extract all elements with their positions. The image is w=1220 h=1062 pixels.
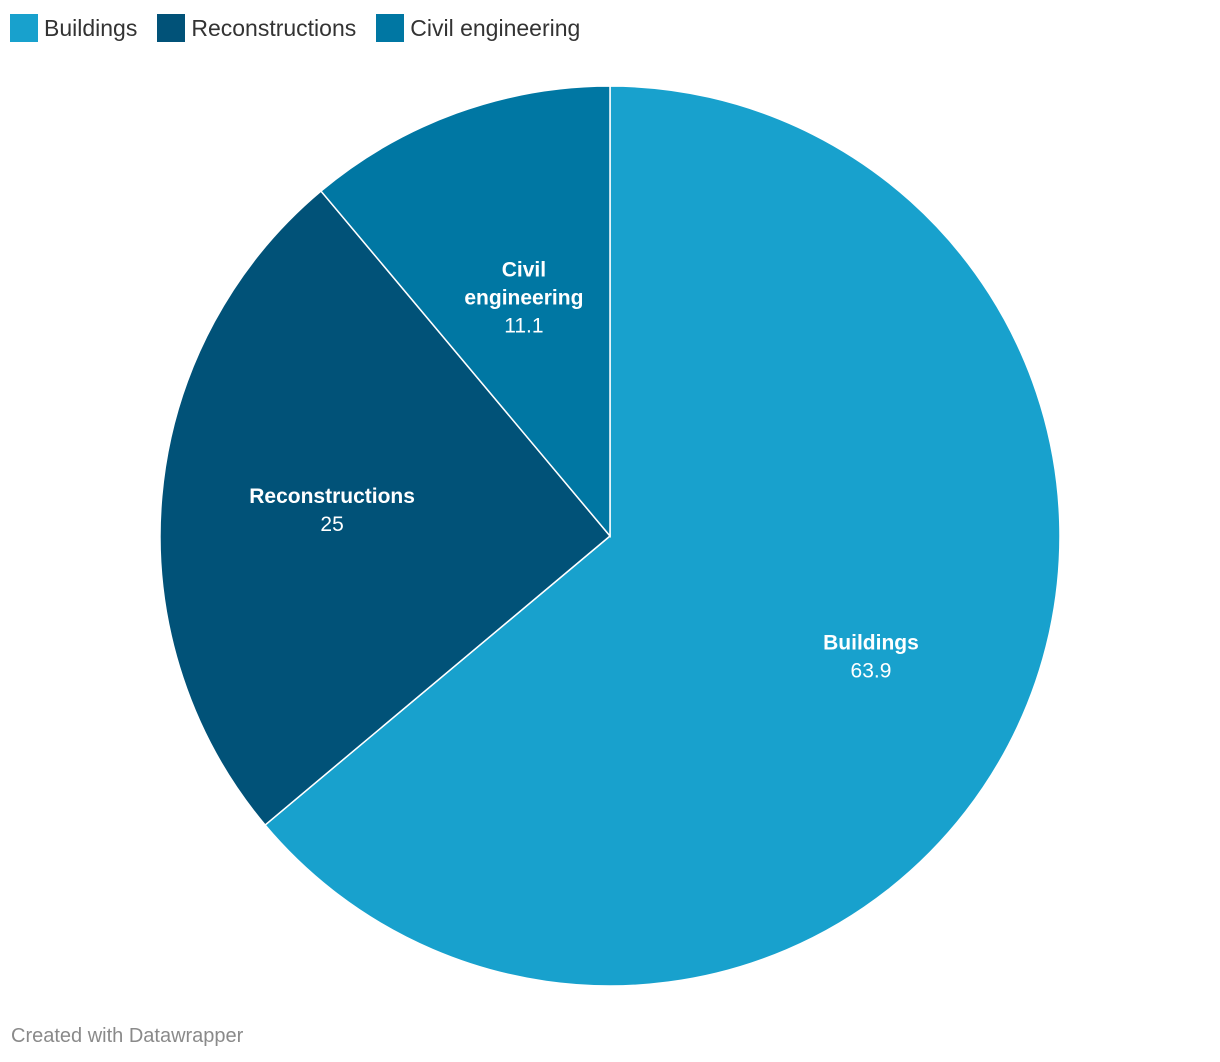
slice-label-name: Civil [502, 259, 546, 282]
slice-label-reconstructions: Reconstructions 25 [249, 485, 415, 536]
legend-item-reconstructions: Reconstructions [157, 14, 356, 42]
legend-swatch-buildings [10, 14, 38, 42]
slice-label-value: 63.9 [851, 659, 892, 682]
slice-label-name: Reconstructions [249, 485, 415, 508]
slice-label-buildings: Buildings 63.9 [823, 631, 919, 682]
slice-label-name: engineering [464, 287, 583, 310]
legend-swatch-reconstructions [157, 14, 186, 42]
legend-label-civil-engineering: Civil engineering [410, 14, 581, 41]
datawrapper-credit: Created with Datawrapper [11, 1025, 244, 1047]
slice-label-value: 11.1 [504, 315, 543, 338]
slice-label-value: 25 [320, 513, 343, 536]
legend-item-buildings: Buildings [10, 14, 137, 42]
slice-label-name: Buildings [823, 631, 919, 654]
legend-swatch-civil-engineering [376, 14, 405, 42]
legend-label-reconstructions: Reconstructions [191, 14, 357, 41]
slice-label-civil-engineering: Civil engineering 11.1 [464, 259, 583, 338]
pie-slice-buildings [264, 85, 1061, 987]
legend-item-civil-engineering: Civil engineering [376, 14, 580, 42]
legend-label-buildings: Buildings [44, 14, 138, 41]
pie-slice-reconstructions [159, 190, 612, 827]
chart-legend: Buildings Reconstructions Civil engineer… [10, 12, 600, 44]
pie-slice-civil-engineering [319, 85, 611, 539]
